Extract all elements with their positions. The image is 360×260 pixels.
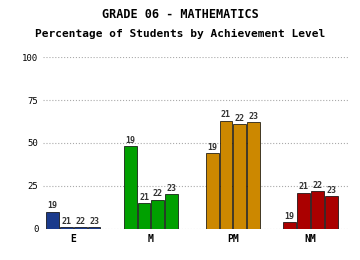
Bar: [87, 227, 100, 229]
Text: Percentage of Students by Achievement Level: Percentage of Students by Achievement Le…: [35, 29, 325, 39]
Text: 19: 19: [285, 212, 295, 220]
Text: 19: 19: [125, 136, 135, 145]
Bar: [138, 203, 150, 229]
Bar: [283, 222, 296, 229]
Bar: [220, 121, 232, 229]
Bar: [233, 124, 246, 229]
Bar: [60, 227, 73, 229]
Text: 21: 21: [139, 193, 149, 202]
Text: 23: 23: [248, 112, 258, 121]
Text: 22: 22: [312, 181, 322, 190]
Bar: [124, 146, 137, 229]
Bar: [46, 212, 59, 229]
Bar: [206, 153, 219, 229]
Text: 22: 22: [75, 217, 85, 226]
Bar: [247, 122, 260, 229]
Bar: [325, 196, 338, 229]
Text: 21: 21: [298, 183, 309, 191]
Text: 23: 23: [89, 217, 99, 226]
Bar: [152, 200, 164, 229]
Text: 19: 19: [207, 143, 217, 152]
Text: 23: 23: [167, 184, 177, 193]
Bar: [311, 191, 324, 229]
Text: 23: 23: [326, 186, 336, 195]
Bar: [74, 227, 87, 229]
Text: 22: 22: [235, 114, 245, 123]
Bar: [297, 193, 310, 229]
Text: 21: 21: [62, 217, 72, 226]
Bar: [165, 194, 178, 229]
Text: 19: 19: [48, 201, 58, 210]
Text: 21: 21: [221, 110, 231, 119]
Text: 22: 22: [153, 189, 163, 198]
Text: GRADE 06 - MATHEMATICS: GRADE 06 - MATHEMATICS: [102, 8, 258, 21]
